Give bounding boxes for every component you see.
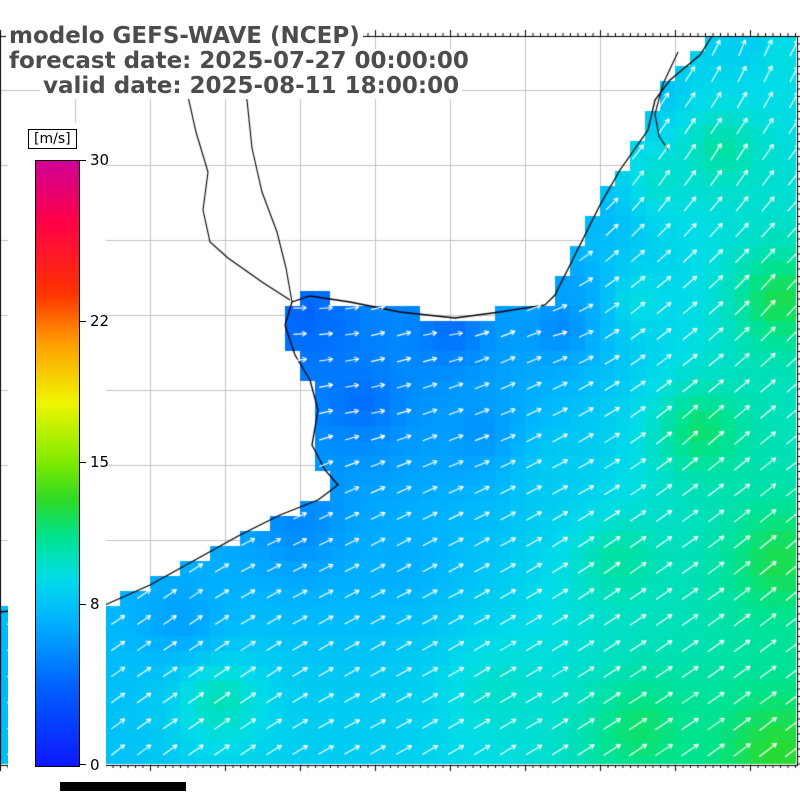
colorbar-tick: [80, 321, 86, 322]
colorbar-tick-label: 22: [90, 312, 110, 330]
colorbar-tick-label: 30: [90, 151, 110, 169]
colorbar-tick-label: 8: [90, 595, 100, 613]
colorbar-tick-label: 0: [90, 756, 100, 774]
colorbar: [m/s] 30 22 15 8 0: [8, 123, 110, 785]
bottom-left-bar: [60, 782, 186, 791]
forecast-date-label: forecast date: 2025-07-27 00:00:00: [6, 49, 472, 74]
title-block: modelo GEFS-WAVE (NCEP) forecast date: 2…: [6, 24, 472, 99]
colorbar-tick: [80, 604, 86, 605]
colorbar-gradient: [35, 160, 80, 767]
colorbar-units-label: [m/s]: [28, 129, 77, 149]
colorbar-tick: [80, 764, 86, 765]
model-title: modelo GEFS-WAVE (NCEP): [6, 24, 363, 49]
colorbar-tick: [80, 462, 86, 463]
valid-date-label: valid date: 2025-08-11 18:00:00: [40, 74, 463, 99]
colorbar-tick: [80, 160, 86, 161]
colorbar-tick-label: 15: [90, 453, 110, 471]
